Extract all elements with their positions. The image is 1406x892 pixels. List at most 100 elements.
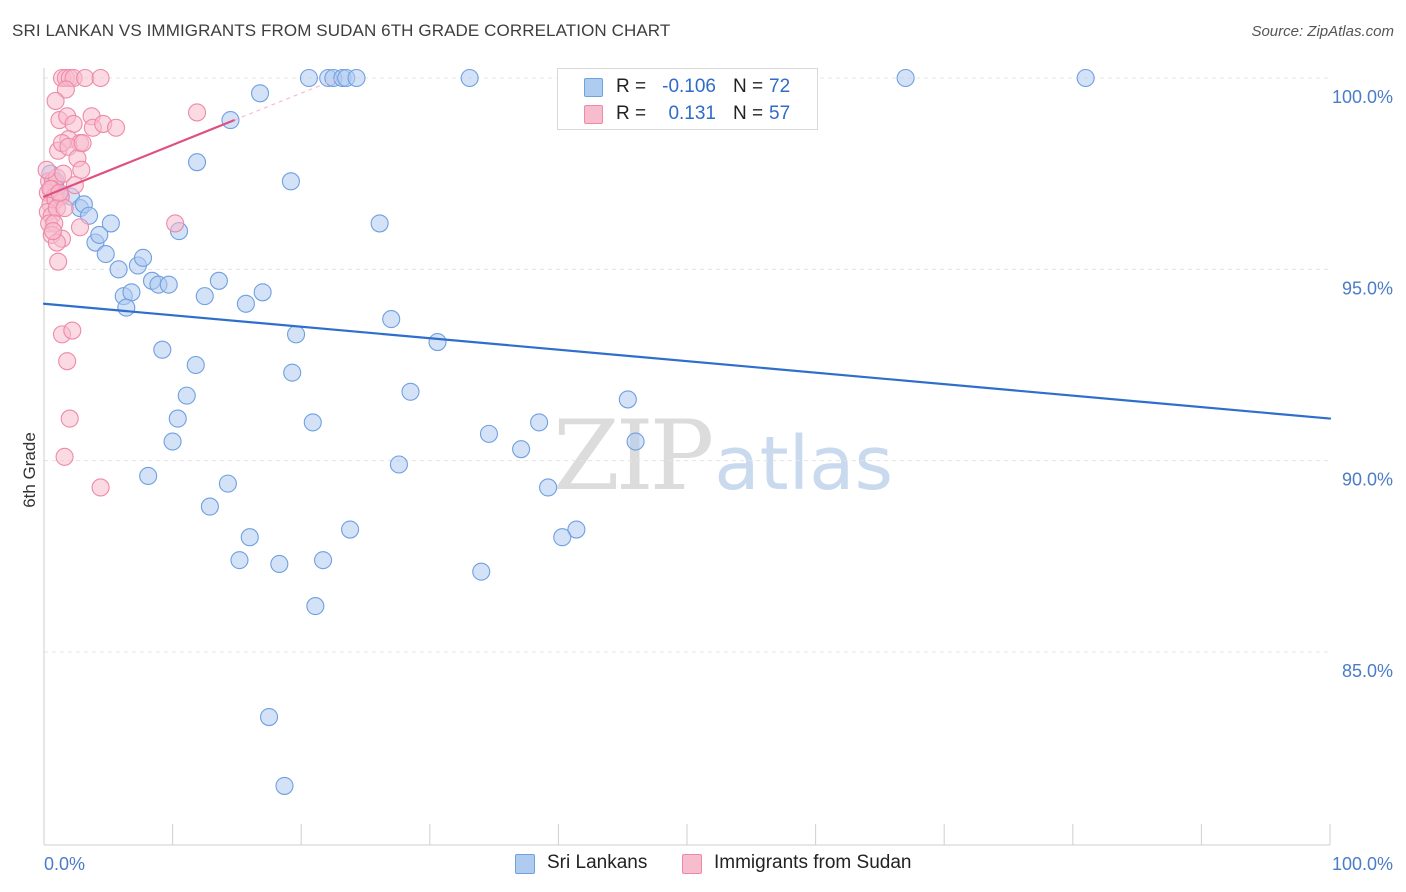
- sri-lankans-point: [389, 455, 408, 474]
- sudan-point: [70, 218, 90, 237]
- sudan-point: [166, 214, 185, 233]
- legend-label: Immigrants from Sudan: [714, 852, 912, 873]
- sri-lankans-point: [209, 271, 228, 290]
- n-value: 57: [769, 103, 791, 124]
- r-label: R =: [616, 103, 647, 124]
- sri-lankans-point: [283, 363, 302, 382]
- sudan-point: [187, 103, 207, 122]
- y-tick-label: 85.0%: [1342, 661, 1393, 681]
- legend-label: Sri Lankans: [547, 852, 648, 873]
- sri-lankans-point: [90, 225, 109, 244]
- sudan-point: [46, 91, 65, 111]
- sri-lankans-point: [200, 497, 219, 516]
- sudan-point: [60, 409, 79, 428]
- sri-lankans-point: [101, 214, 120, 233]
- sudan-point: [91, 478, 110, 497]
- sri-lankans-point: [306, 597, 325, 616]
- chart-source: Source: ZipAtlas.com: [1251, 23, 1394, 40]
- sudan-point: [64, 114, 83, 133]
- y-tick-label: 95.0%: [1342, 278, 1393, 298]
- sudan-point: [106, 118, 126, 137]
- sri-lankans-point: [626, 432, 645, 451]
- sri-lankans-trend-line: [42, 302, 1332, 420]
- sri-lankans-point: [512, 440, 531, 459]
- sudan-point: [54, 164, 73, 183]
- sri-lankans-point: [287, 325, 306, 344]
- sri-lankans-point: [567, 520, 586, 539]
- sri-lankans-point: [539, 478, 558, 497]
- sri-lankans-points: [41, 68, 1095, 795]
- sri-lankans-swatch: [584, 78, 603, 97]
- sri-lankans-point: [117, 298, 136, 317]
- r-value: 0.131: [668, 103, 716, 124]
- sri-lankans-point: [472, 562, 491, 581]
- stats-row-sri-lankans: R = -0.106 N = 72: [558, 73, 817, 101]
- stats-row-sudan: R = 0.131 N = 57: [558, 100, 817, 128]
- x-tick-label-max: 100.0%: [1332, 854, 1393, 874]
- sri-lankans-point: [259, 708, 279, 727]
- sri-lankans-point: [236, 294, 255, 313]
- n-label: N =: [733, 103, 764, 124]
- sri-lankans-legend-swatch: [515, 854, 535, 874]
- sudan-points: [37, 68, 207, 497]
- n-label: N =: [733, 76, 764, 97]
- sri-lankans-point: [370, 214, 389, 233]
- sri-lankans-point: [186, 355, 205, 375]
- sri-lankans-point: [303, 413, 322, 432]
- sri-lankans-point: [218, 474, 237, 493]
- sri-lankans-point: [428, 332, 447, 352]
- sudan-point: [49, 252, 68, 271]
- sri-lankans-point: [1076, 68, 1095, 88]
- sri-lankans-point: [553, 528, 572, 547]
- sri-lankans-point: [230, 551, 249, 570]
- sri-lankans-point: [163, 432, 182, 451]
- sudan-point: [55, 199, 74, 218]
- sri-lankans-point: [401, 382, 420, 401]
- sri-lankans-point: [133, 248, 153, 267]
- sudan-point: [55, 447, 74, 466]
- sudan-point: [56, 80, 75, 99]
- sri-lankans-point: [281, 172, 300, 191]
- sri-lankans-point: [153, 340, 172, 359]
- sudan-point: [91, 68, 110, 88]
- axes: [43, 68, 1331, 846]
- sudan-point: [37, 160, 56, 179]
- sri-lankans-point: [275, 776, 294, 795]
- sri-lankans-point: [253, 283, 272, 302]
- sri-lankans-point: [177, 386, 196, 405]
- x-tick-label-min: 0.0%: [44, 854, 85, 874]
- trend-lines: [42, 77, 1332, 420]
- chart-title: SRI LANKAN VS IMMIGRANTS FROM SUDAN 6TH …: [12, 21, 671, 40]
- sri-lankans-point: [382, 310, 401, 329]
- sudan-legend-swatch: [682, 854, 702, 874]
- r-label: R =: [616, 76, 647, 97]
- sri-lankans-point: [122, 283, 141, 302]
- stats-box: R = -0.106 N = 72 R = 0.131 N = 57: [557, 68, 818, 130]
- sri-lankans-point: [221, 111, 240, 130]
- sri-lankans-point: [109, 260, 128, 279]
- sudan-trend-extension: [234, 77, 340, 121]
- sri-lankans-point: [618, 390, 637, 409]
- sri-lankans-point: [314, 551, 333, 570]
- sri-lankans-point: [479, 424, 499, 443]
- sudan-point: [58, 352, 77, 371]
- sri-lankans-point: [299, 68, 318, 88]
- sri-lankans-point: [270, 554, 289, 574]
- tick-labels: 85.0% 90.0% 95.0% 100.0% 0.0% 100.0%: [44, 87, 1393, 874]
- r-value: -0.106: [662, 76, 716, 97]
- sri-lankans-point: [240, 528, 259, 547]
- sri-lankans-point: [530, 413, 549, 432]
- sudan-swatch: [584, 105, 603, 124]
- sudan-point: [76, 68, 95, 88]
- sudan-point: [73, 134, 92, 153]
- sudan-trend-line: [42, 118, 236, 198]
- sri-lankans-point: [195, 287, 214, 306]
- sri-lankans-point: [460, 68, 479, 88]
- sri-lankans-point: [159, 275, 178, 294]
- sri-lankans-point: [96, 244, 115, 264]
- sri-lankans-point: [168, 409, 187, 428]
- sudan-point: [43, 222, 63, 241]
- sri-lankans-point: [341, 520, 360, 539]
- y-tick-label: 100.0%: [1332, 87, 1393, 107]
